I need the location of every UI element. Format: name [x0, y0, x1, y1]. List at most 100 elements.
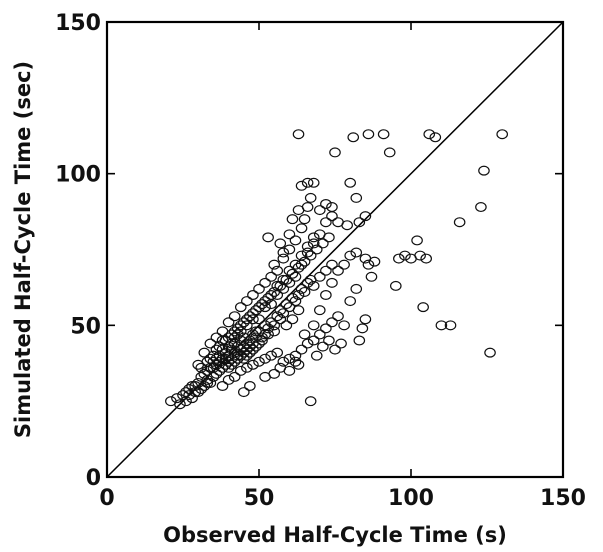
- data-point-31: [225, 359, 238, 370]
- data-point-116: [253, 356, 265, 367]
- data-point-112: [228, 371, 241, 382]
- data-point-173: [307, 177, 320, 188]
- data-point-180: [329, 147, 341, 158]
- x-tick-label-1: 50: [244, 486, 275, 511]
- data-point-176: [383, 147, 396, 158]
- data-point-222: [207, 362, 220, 373]
- data-point-69: [286, 293, 299, 304]
- data-point-107: [274, 238, 287, 249]
- data-point-178: [496, 129, 508, 140]
- data-point-216: [180, 387, 192, 398]
- data-point-74: [301, 277, 314, 288]
- data-point-182: [478, 165, 490, 176]
- data-point-238: [259, 302, 271, 313]
- data-point-249: [292, 305, 305, 316]
- x-tick-label-0: 0: [99, 486, 114, 511]
- data-point-89: [247, 290, 259, 301]
- data-point-187: [259, 371, 271, 382]
- data-point-110: [216, 381, 229, 392]
- data-point-87: [234, 302, 247, 313]
- data-point-256: [210, 344, 223, 355]
- data-point-257: [216, 335, 229, 346]
- data-point-94: [277, 253, 290, 264]
- data-point-169: [326, 202, 338, 213]
- data-point-268: [283, 265, 296, 276]
- data-point-118: [265, 350, 277, 361]
- data-point-160: [393, 253, 405, 264]
- data-point-100: [304, 192, 317, 203]
- data-point-225: [219, 353, 232, 364]
- y-tick-label-3: 150: [55, 11, 101, 36]
- data-point-189: [289, 356, 302, 367]
- data-point-193: [338, 320, 350, 331]
- data-point-241: [268, 326, 280, 337]
- tick-labels: 0 50 100 150 0 50 100 150: [55, 11, 586, 511]
- data-point-237: [256, 335, 268, 346]
- data-point-33: [225, 344, 238, 355]
- data-point-85: [222, 317, 235, 328]
- data-point-272: [307, 232, 320, 243]
- data-point-214: [317, 238, 329, 249]
- data-point-104: [277, 247, 290, 258]
- data-point-106: [262, 232, 274, 243]
- data-point-140: [338, 259, 350, 270]
- data-point-127: [320, 323, 332, 334]
- data-point-254: [320, 217, 332, 228]
- data-point-265: [265, 290, 277, 301]
- data-point-248: [289, 271, 302, 282]
- data-point-195: [350, 283, 363, 294]
- data-point-138: [326, 277, 338, 288]
- data-point-261: [241, 314, 253, 325]
- data-point-192: [323, 335, 335, 346]
- data-point-252: [307, 238, 320, 249]
- data-point-117: [259, 353, 271, 364]
- data-point-234: [247, 314, 259, 325]
- data-point-181: [292, 129, 305, 140]
- x-tick-label-3: 150: [540, 486, 586, 511]
- data-point-159: [484, 347, 496, 358]
- data-point-209: [286, 268, 299, 279]
- data-point-262: [247, 308, 259, 319]
- data-point-103: [283, 229, 296, 240]
- data-point-135: [307, 320, 320, 331]
- data-point-56: [253, 338, 265, 349]
- data-point-142: [350, 247, 363, 258]
- data-point-269: [289, 259, 302, 270]
- data-point-64: [271, 311, 284, 322]
- data-point-191: [317, 341, 329, 352]
- x-tick-label-2: 100: [388, 486, 434, 511]
- data-point-90: [253, 283, 265, 294]
- data-point-120: [277, 356, 290, 367]
- data-point-114: [241, 362, 253, 373]
- data-point-274: [201, 356, 214, 367]
- data-point-219: [192, 387, 204, 398]
- data-point-228: [228, 332, 241, 343]
- data-point-162: [411, 235, 423, 246]
- data-point-113: [234, 365, 247, 376]
- data-point-233: [244, 347, 256, 358]
- data-point-185: [429, 132, 442, 143]
- data-point-15: [204, 377, 217, 388]
- data-point-151: [359, 314, 372, 325]
- data-point-61: [262, 323, 274, 334]
- data-point-246: [283, 277, 296, 288]
- data-point-239: [262, 329, 274, 340]
- data-point-121: [283, 353, 296, 364]
- data-point-146: [368, 256, 381, 267]
- data-point-150: [356, 323, 369, 334]
- data-point-63: [268, 320, 280, 331]
- data-point-186: [244, 381, 256, 392]
- axis-ticks: [106, 21, 564, 478]
- data-point-183: [475, 202, 487, 213]
- data-point-77: [313, 271, 326, 282]
- data-point-243: [274, 314, 287, 325]
- data-point-247: [286, 314, 299, 325]
- data-point-166: [353, 217, 366, 228]
- data-point-137: [320, 290, 332, 301]
- data-point-79: [326, 259, 338, 270]
- data-point-270: [295, 250, 308, 261]
- data-point-266: [271, 280, 284, 291]
- x-axis-label: Observed Half-Cycle Time (s): [163, 523, 507, 547]
- data-point-91: [259, 277, 271, 288]
